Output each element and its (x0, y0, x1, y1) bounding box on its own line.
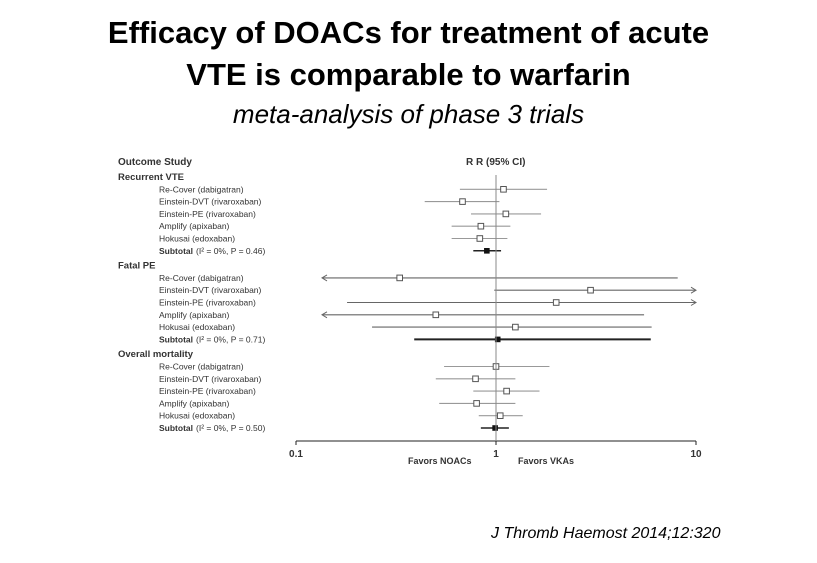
subtotal-estimate (484, 248, 490, 254)
point-estimate (502, 210, 510, 218)
point-estimate (477, 222, 485, 230)
point-estimate (432, 311, 440, 319)
group-label: Fatal PE (118, 261, 156, 272)
point-estimate (472, 375, 479, 383)
group-label: Overall mortality (118, 349, 194, 360)
study-label: Re-Cover (dabigatran) (159, 362, 244, 372)
study-label: Re-Cover (dabigatran) (159, 184, 244, 194)
study-label: Einstein-PE (rivaroxaban) (159, 298, 256, 308)
point-estimate (396, 274, 404, 282)
point-estimate (473, 400, 480, 407)
study-label: Einstein-PE (rivaroxaban) (159, 386, 256, 396)
study-label: Re-Cover (dabigatran) (159, 273, 244, 283)
favors-noacs-label: Favors NOACs (408, 456, 472, 466)
point-estimate (587, 286, 594, 294)
x-tick-label: 10 (690, 449, 702, 460)
ci-arrow (321, 274, 328, 282)
slide-title-line1: Efficacy of DOACs for treatment of acute (107, 15, 710, 50)
subtotal-estimate (492, 425, 498, 431)
study-label: Hokusai (edoxaban) (159, 322, 235, 332)
study-label: Amplify (apixaban) (159, 398, 230, 408)
group-label: Recurrent VTE (118, 172, 184, 183)
subtotal-stats: (I² = 0%, P = 0.50) (196, 423, 265, 433)
x-tick-label: 1 (493, 449, 499, 460)
ci-arrow (690, 299, 697, 306)
point-estimate (512, 323, 519, 331)
ci-arrow (321, 311, 328, 319)
study-label: Einstein-PE (rivaroxaban) (159, 209, 256, 219)
ci-arrow (690, 286, 697, 294)
header-rr: R R (95% CI) (466, 157, 525, 168)
point-estimate (476, 235, 484, 242)
favors-vkas-label: Favors VKAs (518, 456, 574, 466)
subtotal-label: Subtotal (I² = 0%, P = 0.46) (159, 246, 265, 256)
study-label: Einstein-DVT (rivaroxaban) (159, 285, 262, 295)
point-estimate (503, 387, 510, 395)
study-label: Einstein-DVT (rivaroxaban) (159, 374, 262, 384)
point-estimate (552, 299, 560, 306)
study-label: Amplify (apixaban) (159, 310, 230, 320)
point-estimate (496, 412, 504, 419)
x-tick-label: 0.1 (289, 449, 303, 460)
study-label: Einstein-DVT (rivaroxaban) (159, 197, 262, 207)
slide-title-line2: VTE is comparable to warfarin (186, 57, 631, 92)
subtotal-estimate (494, 336, 501, 343)
header-outcome-study: Outcome Study (118, 157, 192, 168)
citation: J Thromb Haemost 2014;12:320 (491, 525, 721, 542)
subtotal-label: Subtotal (I² = 0%, P = 0.71) (159, 334, 265, 344)
slide-subtitle: meta-analysis of phase 3 trials (232, 99, 585, 129)
point-estimate (500, 186, 507, 193)
point-estimate (459, 198, 466, 205)
study-label: Hokusai (edoxaban) (159, 234, 235, 244)
study-label: Hokusai (edoxaban) (159, 411, 235, 421)
subtotal-stats: (I² = 0%, P = 0.46) (196, 246, 265, 256)
subtotal-stats: (I² = 0%, P = 0.71) (196, 334, 265, 344)
subtotal-label: Subtotal (I² = 0%, P = 0.50) (159, 423, 265, 433)
study-label: Amplify (apixaban) (159, 221, 230, 231)
